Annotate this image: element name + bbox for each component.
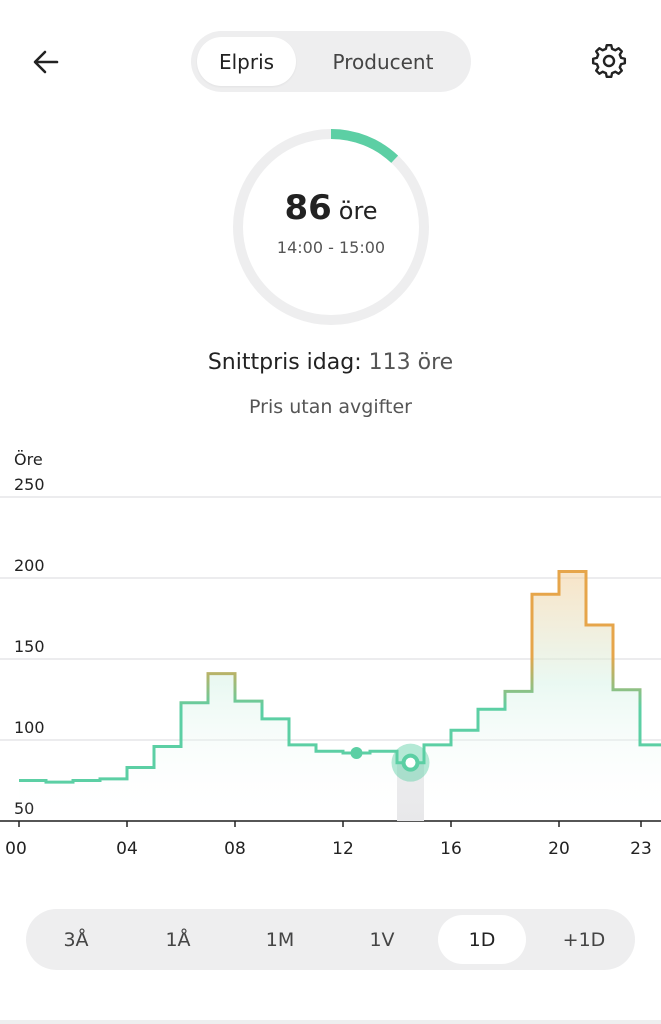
price-line: [19, 570, 661, 784]
y-tick-label: 250: [14, 475, 45, 494]
range-option[interactable]: 1V: [369, 928, 395, 951]
price-step-19: [532, 590, 559, 598]
range-option[interactable]: 3Å: [63, 928, 89, 951]
bottom-divider: [0, 1020, 661, 1024]
price-step-22: [613, 686, 640, 694]
average-value: 113 öre: [368, 350, 454, 375]
selected-marker-center: [405, 757, 416, 768]
range-option[interactable]: 1M: [265, 928, 295, 951]
price-step-18: [505, 687, 532, 695]
range-option[interactable]: 1Å: [165, 928, 191, 951]
now-marker: [350, 746, 363, 759]
price-step-23: [640, 741, 661, 749]
settings-button[interactable]: [586, 38, 632, 84]
average-label: Snittpris idag:: [207, 350, 362, 375]
price-step-20: [559, 568, 586, 576]
price-gauge: [233, 129, 429, 325]
time-range-selector: 3Å 1Å 1M 1V 1D +1D: [26, 909, 635, 970]
price-step-17: [478, 705, 505, 713]
arrow-left-icon: [33, 50, 59, 74]
y-tick-label: 100: [14, 718, 45, 737]
tab-producent[interactable]: Producent: [332, 49, 434, 74]
price-step-7: [208, 670, 235, 678]
x-tick-label: 00: [5, 839, 27, 859]
x-tick-label: 04: [116, 839, 138, 859]
area-fill: [19, 571, 661, 821]
price-step-11: [316, 747, 343, 755]
average-price: Snittpris idag: 113 öre: [0, 350, 661, 375]
price-note: Pris utan avgifter: [249, 396, 412, 418]
price-step-8: [235, 697, 262, 705]
current-price-unit: öre: [338, 197, 378, 225]
price-step-10: [289, 741, 316, 749]
price-step-4: [127, 764, 154, 772]
price-step-5: [154, 742, 181, 750]
current-time-range: 14:00 - 15:00: [276, 238, 386, 257]
x-tick-label: 20: [548, 839, 570, 859]
current-price-value: 86: [284, 188, 332, 228]
gauge-progress-arc: [233, 129, 429, 325]
tab-elpris[interactable]: Elpris: [197, 37, 296, 86]
y-tick-label: 150: [14, 637, 45, 656]
range-option[interactable]: 1D: [438, 915, 526, 964]
y-axis-label: Öre: [14, 450, 43, 469]
gear-icon: [591, 43, 627, 79]
x-tick-label: 16: [440, 839, 462, 859]
y-tick-label: 200: [14, 556, 45, 575]
price-step-6: [181, 699, 208, 707]
back-button[interactable]: [24, 40, 68, 84]
current-price: 86 öre 14:00 - 15:00: [232, 188, 430, 257]
price-step-16: [451, 726, 478, 734]
price-step-15: [424, 741, 451, 749]
x-tick-label: 12: [332, 839, 354, 859]
price-step-9: [262, 715, 289, 723]
x-tick-label: 23: [630, 839, 652, 859]
price-step-0: [19, 777, 46, 785]
price-step-1: [46, 778, 73, 786]
x-tick-label: 08: [224, 839, 246, 859]
price-step-13: [370, 747, 397, 755]
range-option[interactable]: +1D: [562, 928, 606, 951]
price-step-3: [100, 775, 127, 783]
mode-toggle: Elpris Producent: [191, 31, 471, 92]
price-step-21: [586, 621, 613, 629]
price-step-2: [73, 777, 100, 785]
